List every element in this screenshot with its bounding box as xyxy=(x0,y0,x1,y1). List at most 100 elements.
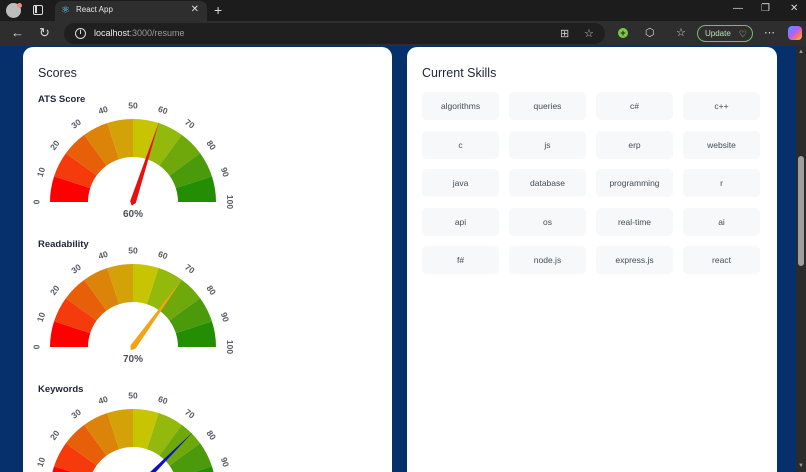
gauge-segment xyxy=(84,268,120,311)
address-bar[interactable]: i localhost:3000/resume ⊞ ☆ xyxy=(64,23,605,44)
favorites-icon[interactable]: ☆ xyxy=(676,27,686,39)
browser-toolbar: ← ↻ i localhost:3000/resume ⊞ ☆ + ⬡ ☆ Up… xyxy=(0,21,806,46)
gauge-tick-label: 50 xyxy=(128,100,138,110)
gauge-tick-label: 90 xyxy=(219,456,232,468)
extension-green-icon[interactable]: + xyxy=(618,28,628,38)
gauge-needle xyxy=(130,121,160,206)
gauge-segment xyxy=(194,466,214,472)
tab-actions-icon[interactable] xyxy=(33,5,43,15)
gauge-segment xyxy=(65,134,107,176)
gauge-segment xyxy=(146,413,182,456)
update-button[interactable]: Update ♡ xyxy=(697,25,753,42)
gauge-ats-score: ATS Score 0 10 20 30 40 50 60 70 80 90 100 60% xyxy=(23,94,392,244)
gauge-tick-label: 50 xyxy=(128,390,138,400)
gauge-segment xyxy=(84,123,120,166)
gauge-segment xyxy=(50,321,91,347)
gauge-segment xyxy=(52,466,72,472)
gauge-keywords: Keywords010203040506070809010075% xyxy=(23,384,392,472)
skill-chip: real-time xyxy=(596,207,673,236)
skill-chip: c# xyxy=(596,92,673,120)
scroll-down-icon[interactable]: ▼ xyxy=(798,463,804,469)
scroll-thumb[interactable] xyxy=(798,156,804,266)
gauge-tick-label: 60 xyxy=(157,104,169,117)
skill-chip: os xyxy=(509,207,586,236)
skills-card: Current Skills algorithms queries c# c++ c js… xyxy=(407,47,777,472)
gauge-segment xyxy=(169,443,212,472)
gauge-tick-label: 0 xyxy=(31,199,41,204)
app-available-icon[interactable]: ⊞ xyxy=(560,28,570,40)
skill-chip: node.js xyxy=(509,246,586,274)
skill-chip: api xyxy=(422,207,499,236)
gauge-tick-label: 80 xyxy=(204,428,218,442)
back-icon[interactable]: ← xyxy=(11,25,24,40)
skill-chip: c xyxy=(422,130,499,159)
gauge-tick-label: 50 xyxy=(128,245,138,255)
gauge-segment xyxy=(54,298,97,334)
skill-chip: database xyxy=(509,169,586,197)
gauge-segment xyxy=(133,264,159,305)
gauge-segment xyxy=(175,321,216,347)
favorite-star-icon[interactable]: ☆ xyxy=(584,28,594,40)
gauge-segment xyxy=(159,279,201,321)
gauge-tick-label: 40 xyxy=(97,104,109,117)
url-text[interactable]: localhost:3000/resume xyxy=(94,28,185,38)
scores-title: Scores xyxy=(38,66,77,80)
gauge-segment xyxy=(107,409,133,450)
new-tab-icon[interactable]: + xyxy=(214,2,223,18)
gauge-segment xyxy=(50,176,91,202)
skill-chip: react xyxy=(683,246,760,274)
gauge-segment xyxy=(133,409,159,450)
close-tab-icon[interactable]: ✕ xyxy=(190,4,199,15)
skill-chip: ai xyxy=(683,207,760,236)
extensions-puzzle-icon[interactable]: ⬡ xyxy=(645,27,655,39)
gauge-tick-label: 0 xyxy=(31,344,41,349)
gauge-chart: 0 10 20 30 40 50 60 70 80 90 100 70% xyxy=(31,245,235,365)
gauge-tick-label: 10 xyxy=(35,166,48,178)
skills-title: Current Skills xyxy=(422,66,497,80)
gauge-tick-label: 20 xyxy=(48,283,62,297)
gauge-segment xyxy=(107,119,133,160)
copilot-icon[interactable] xyxy=(788,26,802,40)
heartbeat-icon: ♡ xyxy=(738,29,747,39)
gauge-tick-label: 80 xyxy=(204,138,218,152)
gauge-tick-label: 40 xyxy=(97,394,109,407)
gauge-segment xyxy=(133,119,159,160)
gauge-segment xyxy=(107,264,133,305)
tab-react-app[interactable]: ⚛ React App ✕ xyxy=(55,1,207,21)
scroll-up-icon[interactable]: ▲ xyxy=(798,49,804,55)
gauge-chart: 0 10 20 30 40 50 60 70 80 90 100 60% xyxy=(31,100,235,220)
gauge-segment xyxy=(65,279,107,321)
gauge-tick-label: 100 xyxy=(225,195,235,209)
site-info-icon[interactable]: i xyxy=(75,28,86,39)
page-viewport: Scores ATS Score 0 10 20 30 40 50 60 70 80 90 100 60… xyxy=(0,46,796,472)
more-icon[interactable]: ⋯ xyxy=(764,27,775,39)
skill-chip: algorithms xyxy=(422,92,499,120)
gauge-segment xyxy=(54,443,97,472)
restore-icon[interactable]: ❐ xyxy=(761,3,770,14)
gauge-segment xyxy=(65,424,107,466)
gauge-value: 70% xyxy=(123,354,143,365)
gauge-segment xyxy=(175,176,216,202)
skill-chip: f# xyxy=(422,246,499,274)
gauge-tick-label: 40 xyxy=(97,249,109,262)
page-scrollbar[interactable]: ▲ ▼ xyxy=(796,46,806,472)
gauge-segment xyxy=(169,153,212,189)
gauge-tick-label: 30 xyxy=(69,117,83,131)
skill-chip: express.js xyxy=(596,246,673,274)
gauge-tick-label: 10 xyxy=(35,311,48,323)
gauge-tick-label: 30 xyxy=(69,407,83,421)
update-label: Update xyxy=(705,29,731,38)
profile-avatar[interactable] xyxy=(6,3,22,18)
reload-icon[interactable]: ↻ xyxy=(39,25,50,40)
minimize-icon[interactable]: — xyxy=(733,3,743,14)
gauge-tick-label: 60 xyxy=(157,394,169,407)
gauge-tick-label: 100 xyxy=(225,340,235,354)
react-favicon-icon: ⚛ xyxy=(61,5,70,16)
close-window-icon[interactable]: ✕ xyxy=(790,3,799,14)
gauge-tick-label: 70 xyxy=(183,117,197,131)
skill-chip: c++ xyxy=(683,92,760,120)
gauge-value: 60% xyxy=(123,209,143,220)
gauge-label: Readability xyxy=(38,239,89,250)
gauge-needle xyxy=(130,278,183,351)
